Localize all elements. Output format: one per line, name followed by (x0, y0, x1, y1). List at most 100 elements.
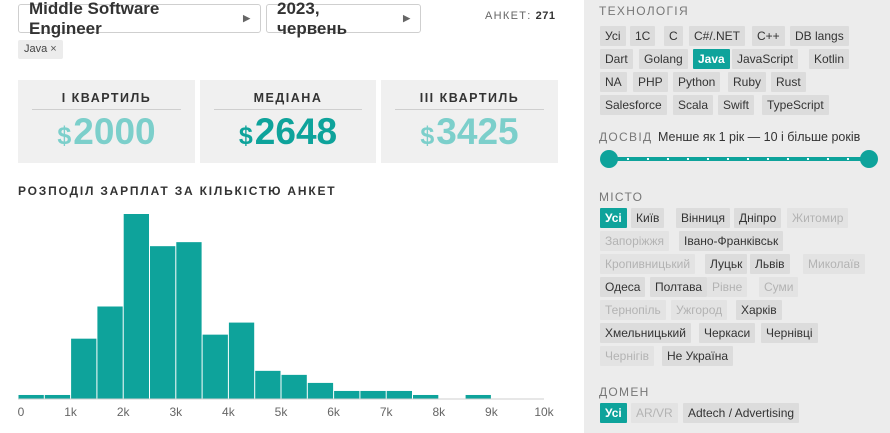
city-tag-суми[interactable]: Суми (759, 277, 799, 297)
experience-slider-ticks (618, 158, 858, 160)
city-tag-рівне[interactable]: Рівне (707, 277, 748, 297)
histogram-bar (176, 242, 202, 399)
median-value-wrap: $2648 (200, 111, 376, 153)
experience-slider-max-handle[interactable] (860, 150, 878, 168)
city-tag-одеса[interactable]: Одеса (600, 277, 646, 297)
period-value: 2023, червень (277, 0, 348, 38)
period-dropdown[interactable]: 2023, червень ▶ (266, 0, 421, 38)
domain-tag-усі[interactable]: Усі (600, 403, 627, 423)
histogram-bar (150, 246, 176, 399)
currency-symbol: $ (420, 122, 435, 150)
x-tick-label: 2k (117, 405, 131, 419)
city-tag-усі[interactable]: Усі (600, 208, 627, 228)
experience-range-text: Менше як 1 рік — 10 і більше років (658, 130, 861, 144)
histogram-bar (334, 390, 360, 399)
responses-value: 271 (535, 10, 556, 22)
city-tag-харків[interactable]: Харків (736, 300, 782, 320)
experience-section-label: ДОСВІД (599, 130, 653, 144)
domain-tag-ar-vr[interactable]: AR/VR (631, 403, 678, 423)
city-tag-житомир[interactable]: Житомир (787, 208, 849, 228)
tech-tag-rust[interactable]: Rust (771, 72, 806, 92)
median-card: МЕДІАНА $2648 (200, 80, 376, 163)
q3-value: 3425 (436, 111, 519, 152)
city-tag-полтава[interactable]: Полтава (650, 277, 707, 297)
histogram-bar (307, 382, 334, 399)
histogram-bar (18, 394, 44, 399)
city-tag-луцьк[interactable]: Луцьк (705, 254, 748, 274)
histogram-bar (97, 306, 123, 399)
q1-value: 2000 (73, 111, 156, 152)
x-tick-label: 9k (485, 405, 499, 419)
x-tick-label: 1k (64, 405, 78, 419)
histogram-bar (44, 394, 71, 399)
city-tag-миколаїв[interactable]: Миколаїв (803, 254, 865, 274)
histogram-bar (228, 322, 255, 399)
q3-label: III КВАРТИЛЬ (395, 91, 544, 110)
caret-right-icon: ▶ (403, 13, 410, 23)
tech-tag-1с[interactable]: 1С (630, 26, 656, 46)
tech-section-label: ТЕХНОЛОГІЯ (599, 4, 689, 18)
histogram-title: РОЗПОДІЛ ЗАРПЛАТ ЗА КІЛЬКІСТЮ АНКЕТ (18, 184, 337, 198)
city-tag-чернівці[interactable]: Чернівці (761, 323, 818, 343)
tech-tag-scala[interactable]: Scala (673, 95, 714, 115)
x-tick-label: 3k (169, 405, 183, 419)
q1-card: I КВАРТИЛЬ $2000 (18, 80, 195, 163)
city-tag-київ[interactable]: Київ (631, 208, 665, 228)
tech-tag-kotlin[interactable]: Kotlin (809, 49, 850, 69)
tech-tag-c-net[interactable]: C#/.NET (689, 26, 746, 46)
x-tick-label: 0 (18, 405, 25, 419)
responses-count: АНКЕТ: 271 (485, 10, 555, 22)
tech-tag-усі[interactable]: Усі (600, 26, 626, 46)
x-tick-label: 10k (534, 405, 554, 419)
chip-label: Java (24, 43, 48, 55)
city-tag-кропивницький[interactable]: Кропивницький (600, 254, 696, 274)
tech-tag-na[interactable]: NA (600, 72, 627, 92)
x-tick-label: 7k (380, 405, 394, 419)
city-tag-ужгород[interactable]: Ужгород (671, 300, 728, 320)
histogram-bar (281, 374, 307, 399)
city-tag-тернопіль[interactable]: Тернопіль (600, 300, 666, 320)
city-tag-львів[interactable]: Львів (750, 254, 790, 274)
tech-tag-javascript[interactable]: JavaScript (732, 49, 799, 69)
main-panel: Middle Software Engineer ▶ 2023, червень… (18, 0, 558, 419)
tech-tag-php[interactable]: PHP (633, 72, 668, 92)
city-tag-хмельницький[interactable]: Хмельницький (600, 323, 691, 343)
tech-tag-c[interactable]: C (664, 26, 683, 46)
city-tag-запоріжжя[interactable]: Запоріжжя (600, 231, 669, 251)
q1-label: I КВАРТИЛЬ (32, 91, 181, 110)
city-tag-івано-франківськ[interactable]: Івано-Франківськ (679, 231, 784, 251)
median-value: 2648 (254, 111, 338, 152)
x-tick-label: 8k (432, 405, 446, 419)
city-tag-не-україна[interactable]: Не Україна (662, 346, 733, 366)
city-tag-вінниця[interactable]: Вінниця (676, 208, 730, 228)
x-tick-label: 5k (275, 405, 289, 419)
city-tag-дніпро[interactable]: Дніпро (734, 208, 782, 228)
city-tag-чернігів[interactable]: Чернігів (600, 346, 655, 366)
tech-tag-typescript[interactable]: TypeScript (762, 95, 829, 115)
experience-slider-min-handle[interactable] (600, 150, 618, 168)
q3-value-wrap: $3425 (381, 111, 558, 153)
q3-card: III КВАРТИЛЬ $3425 (381, 80, 558, 163)
currency-symbol: $ (238, 122, 253, 150)
tech-tag-python[interactable]: Python (673, 72, 721, 92)
tech-tag-dart[interactable]: Dart (600, 49, 633, 69)
tech-tag-salesforce[interactable]: Salesforce (600, 95, 667, 115)
histogram-bar (202, 334, 228, 399)
city-tag-черкаси[interactable]: Черкаси (699, 323, 756, 343)
tech-tag-db-langs[interactable]: DB langs (790, 26, 849, 46)
filter-sidebar: ТЕХНОЛОГІЯ Усі 1С C C#/.NET C++ DB langs Dart G… (584, 0, 890, 433)
position-value: Middle Software Engineer (29, 0, 160, 38)
position-dropdown[interactable]: Middle Software Engineer ▶ (18, 0, 261, 38)
histogram-bar (255, 370, 281, 399)
histogram-bar (71, 338, 97, 399)
domain-tag-adtech-advertising[interactable]: Adtech / Advertising (683, 403, 800, 423)
tech-tag-ruby[interactable]: Ruby (728, 72, 767, 92)
active-filter-chip[interactable]: Java × (18, 40, 63, 59)
tech-tag-golang[interactable]: Golang (639, 49, 688, 69)
x-tick-label: 4k (222, 405, 236, 419)
tech-tag-java[interactable]: Java (693, 49, 730, 69)
histogram-bar (123, 214, 149, 399)
close-icon[interactable]: × (50, 43, 57, 55)
tech-tag-c[interactable]: C++ (752, 26, 785, 46)
tech-tag-swift[interactable]: Swift (718, 95, 755, 115)
